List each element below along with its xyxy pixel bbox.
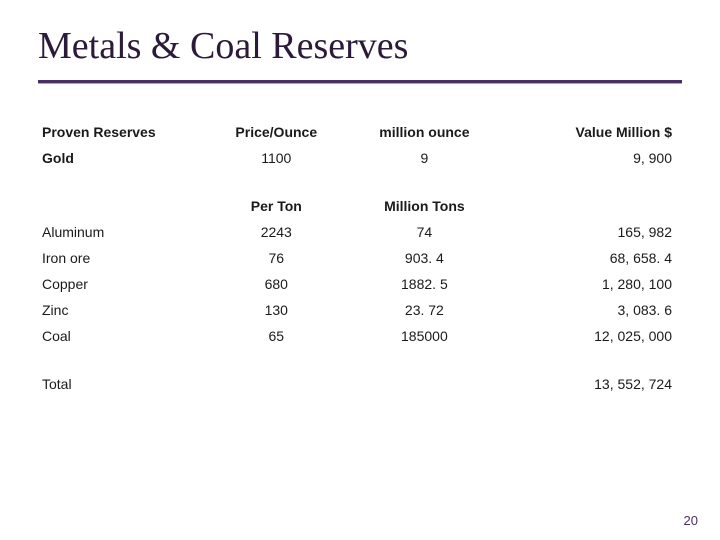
table-spacer <box>38 349 682 371</box>
table-spacer <box>38 171 682 193</box>
row-value: 12, 025, 000 <box>502 323 682 349</box>
row-label: Coal <box>38 323 205 349</box>
page-number: 20 <box>684 513 698 528</box>
header-value: Value Million $ <box>502 119 682 145</box>
header-qty: million ounce <box>347 119 502 145</box>
reserves-table: Proven Reserves Price/Ounce million ounc… <box>38 119 682 397</box>
row-qty: 903. 4 <box>347 245 502 271</box>
row-label: Zinc <box>38 297 205 323</box>
total-label: Total <box>38 371 205 397</box>
row-label: Copper <box>38 271 205 297</box>
row-qty: 9 <box>347 145 502 171</box>
total-empty <box>347 371 502 397</box>
row-price: 65 <box>205 323 347 349</box>
row-label: Aluminum <box>38 219 205 245</box>
row-value: 1, 280, 100 <box>502 271 682 297</box>
row-qty: 23. 72 <box>347 297 502 323</box>
header-empty <box>502 193 682 219</box>
total-row: Total 13, 552, 724 <box>38 371 682 397</box>
header-price: Price/Ounce <box>205 119 347 145</box>
row-value: 165, 982 <box>502 219 682 245</box>
table-row: Iron ore 76 903. 4 68, 658. 4 <box>38 245 682 271</box>
row-value: 68, 658. 4 <box>502 245 682 271</box>
row-price: 76 <box>205 245 347 271</box>
table-row: Aluminum 2243 74 165, 982 <box>38 219 682 245</box>
table-header-row: Per Ton Million Tons <box>38 193 682 219</box>
row-qty: 1882. 5 <box>347 271 502 297</box>
title-underline <box>38 80 682 83</box>
slide: Metals & Coal Reserves Proven Reserves P… <box>0 0 720 540</box>
header-qty: Million Tons <box>347 193 502 219</box>
header-price: Per Ton <box>205 193 347 219</box>
row-price: 130 <box>205 297 347 323</box>
row-value: 9, 900 <box>502 145 682 171</box>
table-row: Copper 680 1882. 5 1, 280, 100 <box>38 271 682 297</box>
table-row: Zinc 130 23. 72 3, 083. 6 <box>38 297 682 323</box>
total-empty <box>205 371 347 397</box>
row-price: 2243 <box>205 219 347 245</box>
row-label: Iron ore <box>38 245 205 271</box>
header-empty <box>38 193 205 219</box>
row-price: 1100 <box>205 145 347 171</box>
header-label: Proven Reserves <box>38 119 205 145</box>
row-label: Gold <box>38 145 205 171</box>
row-qty: 74 <box>347 219 502 245</box>
slide-title: Metals & Coal Reserves <box>38 24 682 68</box>
row-value: 3, 083. 6 <box>502 297 682 323</box>
table-header-row: Proven Reserves Price/Ounce million ounc… <box>38 119 682 145</box>
row-price: 680 <box>205 271 347 297</box>
title-underline-accent <box>38 83 682 84</box>
table-row: Coal 65 185000 12, 025, 000 <box>38 323 682 349</box>
row-qty: 185000 <box>347 323 502 349</box>
table-row: Gold 1100 9 9, 900 <box>38 145 682 171</box>
total-value: 13, 552, 724 <box>502 371 682 397</box>
